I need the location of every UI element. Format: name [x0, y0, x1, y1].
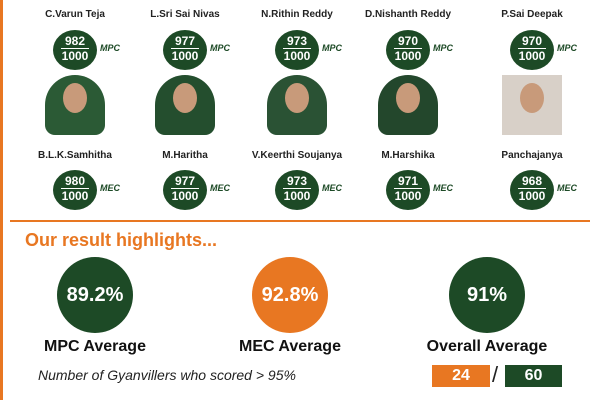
stream: MEC: [100, 183, 120, 193]
student-photo: [155, 75, 215, 135]
score-badge: 970 1000: [510, 30, 554, 70]
score-badge: 971 1000: [386, 170, 430, 210]
score: 977: [171, 175, 199, 189]
stream: MPC: [433, 43, 453, 53]
score-badge: 977 1000: [163, 30, 207, 70]
total: 1000: [283, 189, 311, 203]
student-photo: [267, 75, 327, 135]
average-label: MPC Average: [44, 338, 146, 355]
face: [396, 83, 420, 113]
stream: MEC: [322, 183, 342, 193]
total: 1000: [518, 49, 546, 63]
score-badge: 968 1000: [510, 170, 554, 210]
stream: MEC: [557, 183, 577, 193]
score: 970: [394, 35, 422, 49]
student-name: L.Sri Sai Nivas: [150, 9, 220, 20]
student-name: Panchajanya: [501, 150, 563, 161]
student-photo: [378, 75, 438, 135]
student-name: M.Harshika: [381, 150, 435, 161]
stream: MPC: [322, 43, 342, 53]
score-badge: 973 1000: [275, 30, 319, 70]
total: 1000: [394, 49, 422, 63]
face: [520, 83, 544, 113]
stream: MEC: [210, 183, 230, 193]
total: 1000: [283, 49, 311, 63]
stream: MPC: [557, 43, 577, 53]
score: 970: [518, 35, 546, 49]
score-badge: 977 1000: [163, 170, 207, 210]
score: 973: [283, 175, 311, 189]
total: 1000: [61, 189, 89, 203]
average-label: Overall Average: [426, 338, 548, 355]
score-badge: 982 1000: [53, 30, 97, 70]
average-circle: 92.8%: [252, 257, 328, 333]
score: 977: [171, 35, 199, 49]
student-name: D.Nishanth Reddy: [364, 9, 452, 20]
average-label: MEC Average: [239, 338, 341, 355]
score-badge: 980 1000: [53, 170, 97, 210]
score: 973: [283, 35, 311, 49]
student-photo: [502, 75, 562, 135]
score-badge: 970 1000: [386, 30, 430, 70]
face: [285, 83, 309, 113]
score: 982: [61, 35, 89, 49]
student-name: M.Haritha: [162, 150, 208, 161]
score: 968: [518, 175, 546, 189]
stream: MPC: [100, 43, 120, 53]
student-name: B.L.K.Samhitha: [38, 150, 112, 161]
separator: /: [492, 362, 499, 387]
student-name: N.Rithin Reddy: [261, 9, 333, 20]
student-name: C.Varun Teja: [45, 9, 105, 20]
score: 980: [61, 175, 89, 189]
stream: MPC: [210, 43, 230, 53]
total: 1000: [171, 49, 199, 63]
student-name: P.Sai Deepak: [501, 9, 563, 20]
face: [173, 83, 197, 113]
left-border: [0, 0, 3, 400]
face: [63, 83, 87, 113]
score-badge: 973 1000: [275, 170, 319, 210]
student-name: V.Keerthi Soujanya: [251, 150, 343, 161]
total-box: 60: [505, 365, 562, 387]
divider: [10, 220, 590, 222]
count-box: 24: [432, 365, 490, 387]
average-circle: 89.2%: [57, 257, 133, 333]
stream: MEC: [433, 183, 453, 193]
total: 1000: [171, 189, 199, 203]
highlights-title: Our result highlights...: [25, 230, 218, 250]
student-photo: [45, 75, 105, 135]
average-circle: 91%: [449, 257, 525, 333]
total: 1000: [394, 189, 422, 203]
note: Number of Gyanvillers who scored > 95%: [38, 367, 296, 383]
score: 971: [394, 175, 422, 189]
total: 1000: [518, 189, 546, 203]
total: 1000: [61, 49, 89, 63]
